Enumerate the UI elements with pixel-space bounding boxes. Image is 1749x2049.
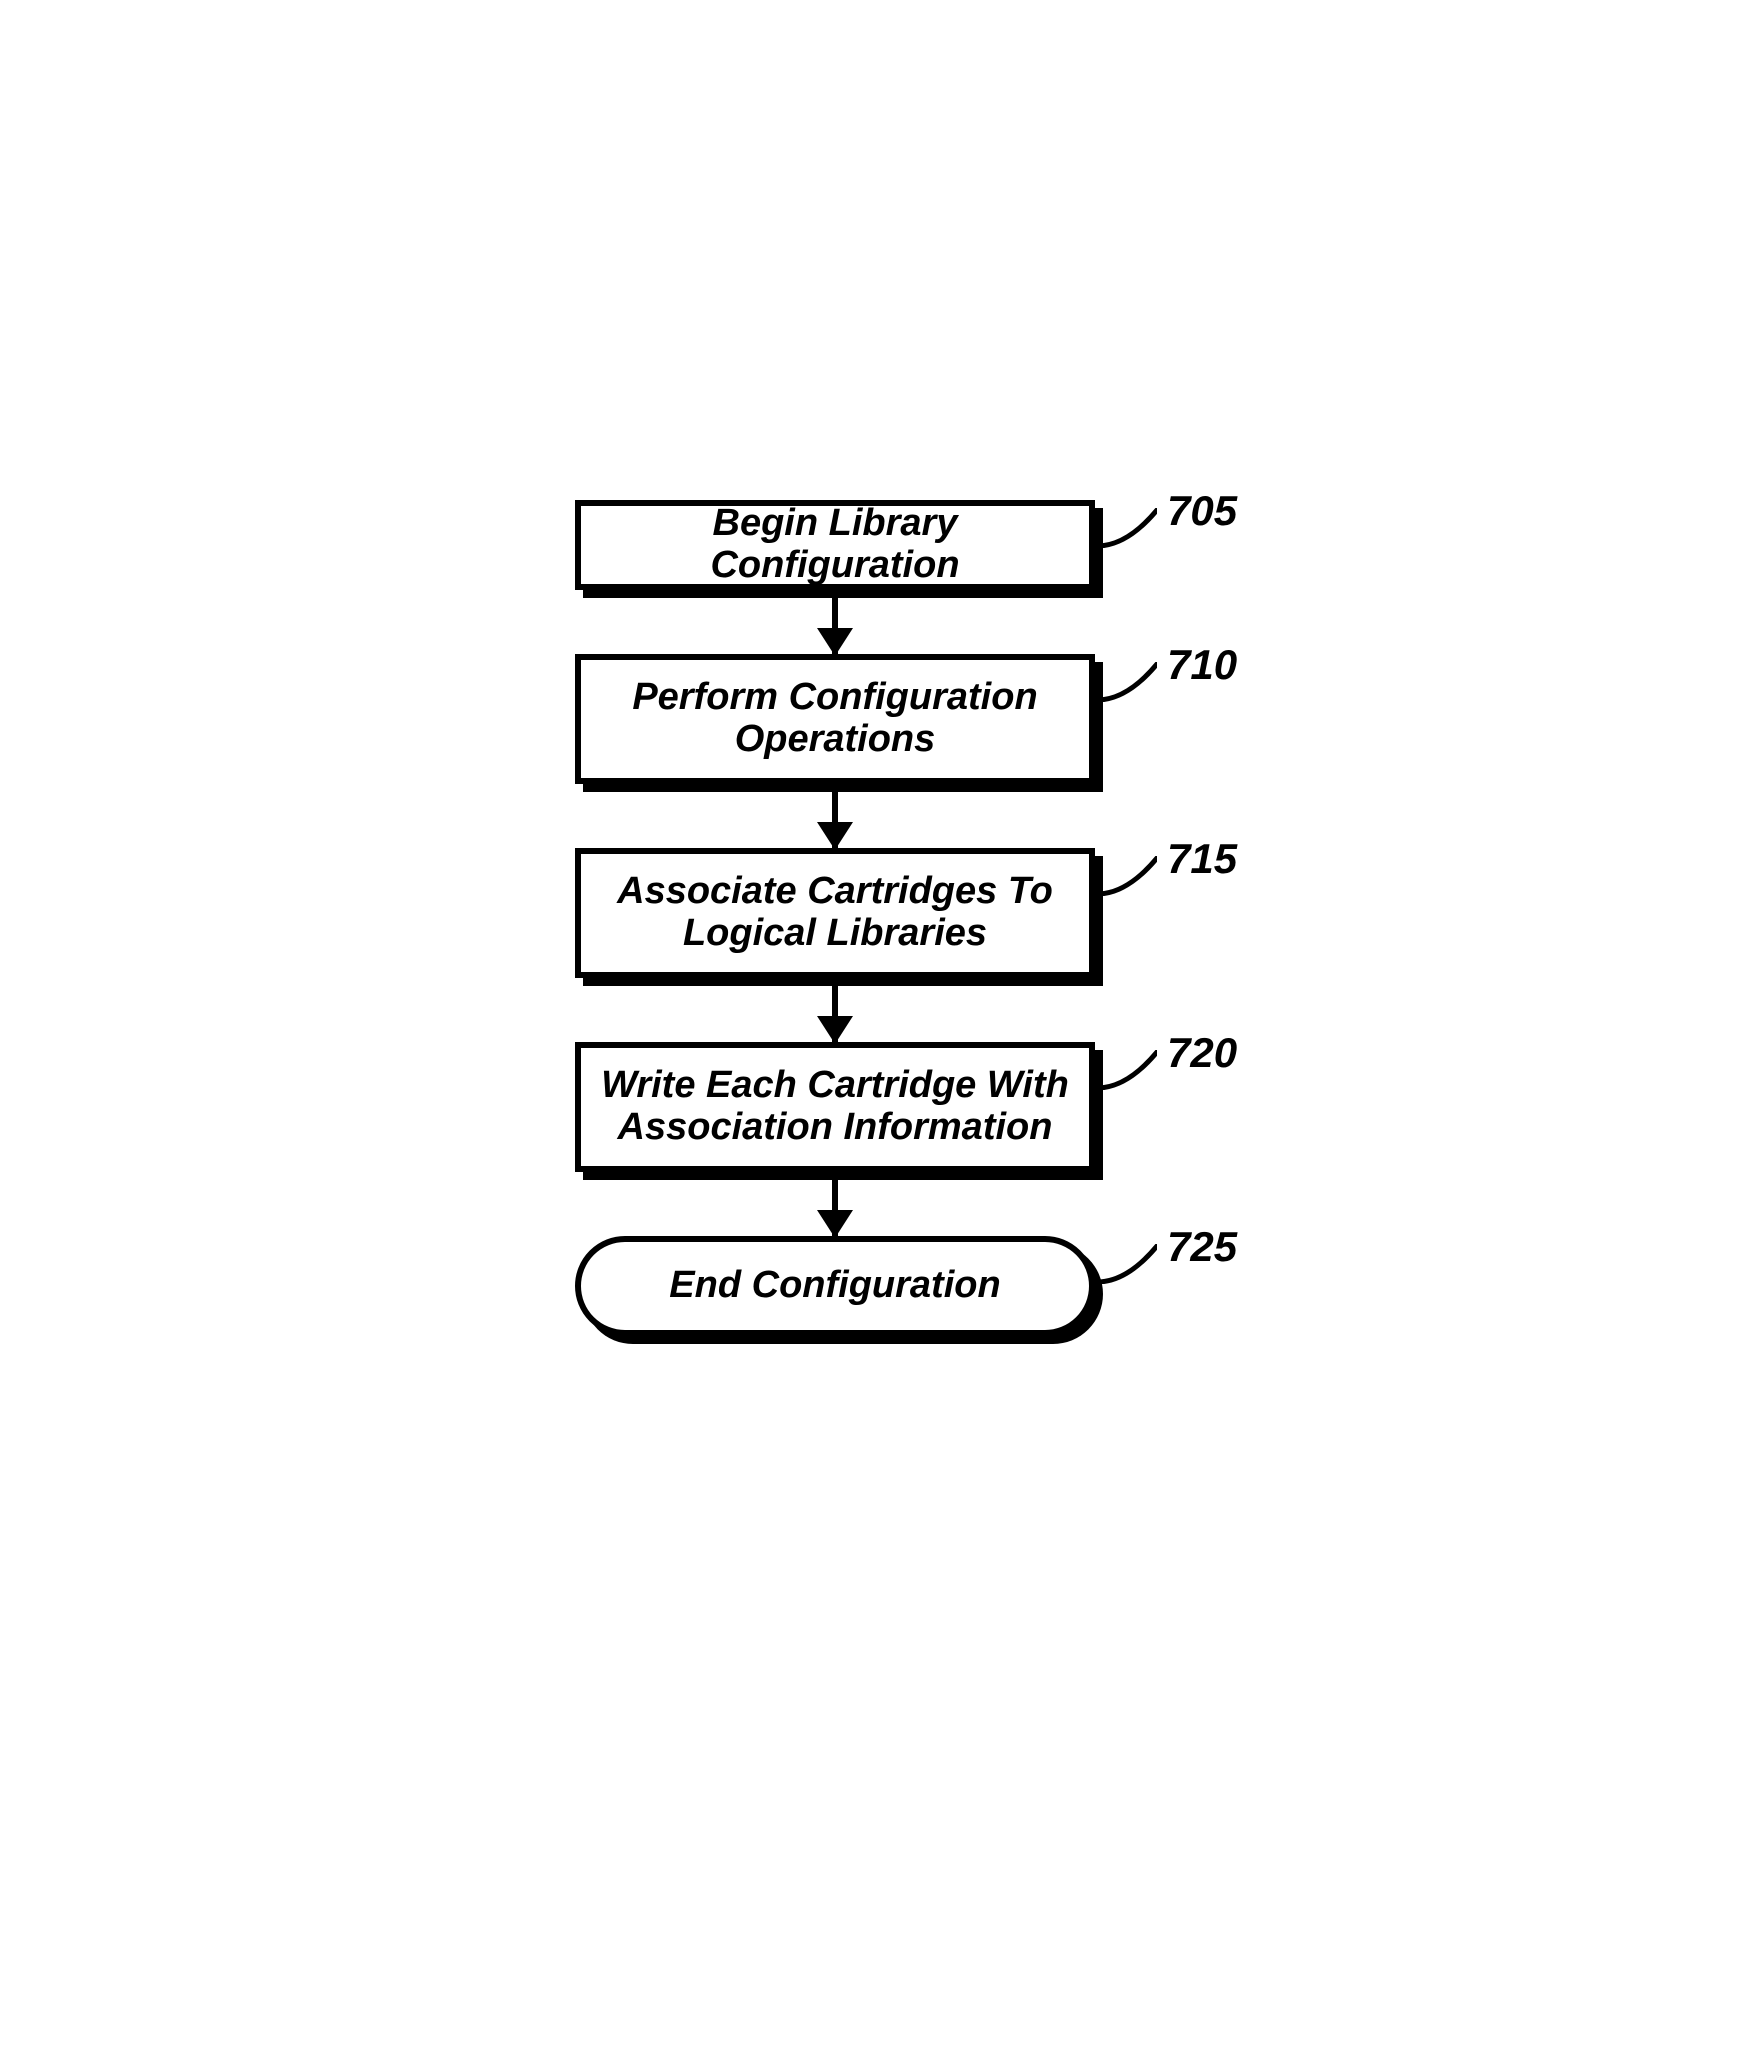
leader-line	[1097, 1244, 1157, 1284]
flowchart-node: Perform ConfigurationOperations710	[385, 654, 1285, 848]
node-text: Perform ConfigurationOperations	[632, 677, 1037, 761]
reference-label: 705	[1167, 488, 1237, 534]
leader-line	[1097, 508, 1157, 548]
leader-line	[1097, 662, 1157, 702]
flowchart-node: End Configuration725	[385, 1236, 1285, 1336]
flowchart-node: Associate Cartridges ToLogical Libraries…	[385, 848, 1285, 1042]
reference-label: 715	[1167, 836, 1237, 882]
arrow-down-icon	[832, 792, 838, 848]
flowchart-node: Begin Library Configuration705	[385, 500, 1285, 654]
node-text: Associate Cartridges ToLogical Libraries	[617, 871, 1053, 955]
arrow-down-icon	[832, 986, 838, 1042]
arrow-down-icon	[832, 1180, 838, 1236]
arrow-down-icon	[832, 598, 838, 654]
process-box: Associate Cartridges ToLogical Libraries…	[575, 848, 1095, 978]
process-box: Write Each Cartridge WithAssociation Inf…	[575, 1042, 1095, 1172]
leader-line	[1097, 856, 1157, 896]
process-box: Begin Library Configuration705	[575, 500, 1095, 590]
flowchart-node: Write Each Cartridge WithAssociation Inf…	[385, 1042, 1285, 1236]
reference-label: 710	[1167, 642, 1237, 688]
process-box: Perform ConfigurationOperations710	[575, 654, 1095, 784]
node-text: Begin Library Configuration	[595, 503, 1075, 587]
reference-label: 720	[1167, 1030, 1237, 1076]
terminal-box: End Configuration725	[575, 1236, 1095, 1336]
reference-label: 725	[1167, 1224, 1237, 1270]
node-text: End Configuration	[669, 1265, 1000, 1307]
node-text: Write Each Cartridge WithAssociation Inf…	[601, 1065, 1069, 1149]
flowchart-container: Begin Library Configuration705 Perform Co…	[385, 500, 1285, 1336]
leader-line	[1097, 1050, 1157, 1090]
